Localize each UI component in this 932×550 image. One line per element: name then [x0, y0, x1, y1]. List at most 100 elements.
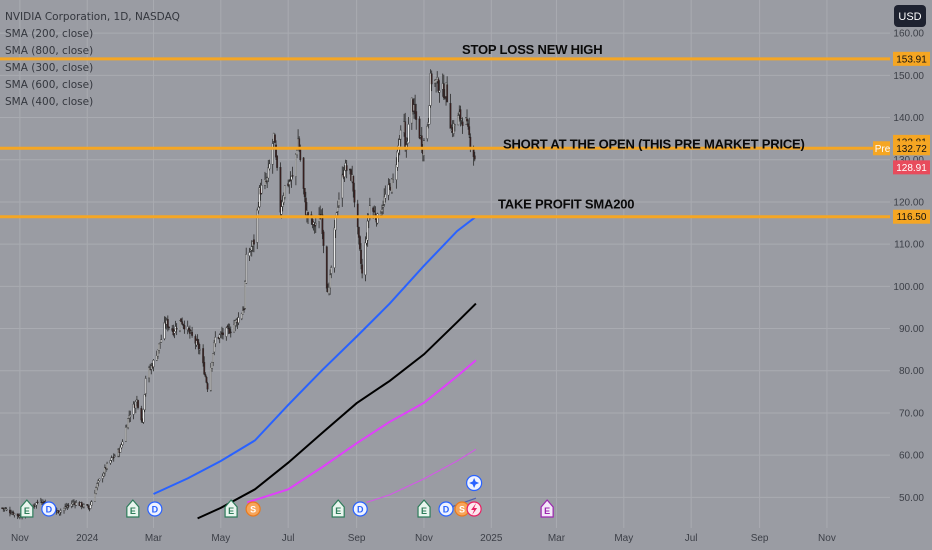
candle	[218, 333, 221, 344]
earnings-icon[interactable]: E	[331, 499, 345, 518]
candle	[96, 482, 99, 491]
candle	[106, 461, 108, 471]
candle	[415, 103, 418, 130]
candle	[392, 173, 394, 183]
candle	[202, 344, 205, 367]
sma-300-close-line	[197, 302, 477, 520]
currency-button[interactable]: USD	[894, 5, 926, 27]
y-tick-label: 70.00	[899, 408, 924, 419]
candle	[438, 80, 441, 103]
candle	[87, 504, 90, 510]
candle	[248, 247, 251, 261]
level-annotation: STOP LOSS NEW HIGH	[462, 42, 602, 57]
candle	[86, 504, 89, 506]
candle	[267, 159, 270, 183]
svg-text:E: E	[421, 506, 427, 516]
candle	[187, 327, 190, 333]
y-tick-label: 90.00	[899, 324, 924, 335]
candle	[271, 138, 274, 174]
candle	[468, 117, 471, 138]
candle	[449, 93, 452, 129]
candle	[140, 405, 143, 423]
candle	[113, 453, 116, 458]
earnings-icon[interactable]: E	[126, 499, 140, 518]
earnings-icon[interactable]: E	[224, 499, 238, 518]
candle	[222, 327, 224, 340]
candle	[296, 148, 298, 159]
candle	[5, 507, 8, 512]
pre-market-badge-label: Pre	[875, 144, 891, 155]
candle	[213, 339, 216, 356]
candle	[98, 478, 101, 482]
candle	[352, 175, 355, 198]
x-tick-label: Jul	[282, 533, 295, 544]
candle	[289, 171, 292, 182]
dividend-icon[interactable]: D	[41, 501, 57, 517]
candle	[129, 410, 132, 422]
candle	[109, 460, 112, 465]
candle	[58, 511, 61, 516]
candle	[203, 356, 206, 375]
lightning-icon[interactable]	[466, 501, 482, 517]
candle	[226, 324, 229, 328]
candle	[282, 192, 285, 205]
time-axis[interactable]: Nov 2024 Mar May Jul Sep Nov 2025 Mar May Jul Sep No…	[0, 528, 932, 550]
candle	[384, 185, 387, 203]
pre-market-badge	[873, 141, 892, 156]
earnings-icon[interactable]: E	[417, 499, 431, 518]
candle	[240, 312, 243, 321]
candle	[13, 512, 16, 518]
candle	[194, 334, 197, 350]
candle	[243, 306, 245, 313]
candle	[34, 504, 37, 507]
indicator-legend[interactable]: SMA (200, close) SMA (800, close) SMA (300…	[5, 28, 93, 108]
event-marker-group[interactable]: E	[540, 499, 554, 518]
candle	[253, 234, 255, 253]
candle	[260, 178, 263, 195]
y-tick-label: 120.00	[893, 197, 924, 208]
legend-item[interactable]: SMA (600, close)	[5, 79, 93, 91]
candle	[159, 342, 161, 349]
split-icon[interactable]: S	[245, 501, 261, 517]
candle	[461, 117, 464, 134]
candle	[70, 500, 73, 509]
candle	[175, 323, 178, 336]
dividend-icon[interactable]: D	[438, 501, 454, 517]
legend-item[interactable]: SMA (400, close)	[5, 96, 93, 108]
candle	[233, 319, 235, 333]
svg-text:S: S	[459, 505, 465, 515]
news-icon[interactable]	[466, 474, 483, 492]
candle	[426, 124, 429, 142]
candle	[391, 177, 393, 194]
candle	[360, 243, 362, 270]
candle	[396, 146, 399, 171]
earnings-icon[interactable]: E	[540, 499, 554, 518]
svg-text:E: E	[228, 506, 234, 516]
candle	[209, 363, 212, 392]
legend-item[interactable]: SMA (800, close)	[5, 45, 93, 57]
legend-item[interactable]: SMA (200, close)	[5, 28, 93, 40]
legend-item[interactable]: SMA (300, close)	[5, 62, 93, 74]
candle	[180, 318, 182, 323]
candle	[275, 140, 277, 161]
price-axis[interactable]: 50.00 60.00 70.00 80.00 90.00 100.00 110.00 120…	[890, 0, 932, 550]
candle	[266, 176, 269, 188]
candle	[241, 306, 244, 315]
candle	[457, 112, 460, 126]
x-tick-label: Sep	[751, 533, 769, 544]
dividend-icon[interactable]: D	[147, 501, 163, 517]
candle	[414, 94, 417, 120]
candle	[264, 171, 266, 190]
candle	[36, 499, 39, 505]
earnings-icon[interactable]: E	[20, 499, 34, 518]
candle	[90, 500, 93, 506]
dividend-icon[interactable]: D	[352, 501, 368, 517]
candle	[35, 502, 38, 509]
